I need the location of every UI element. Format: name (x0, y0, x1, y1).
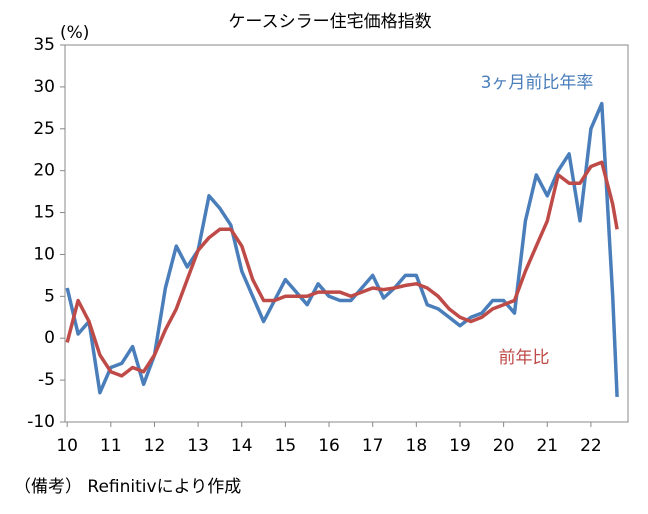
y-tick-label: 35 (33, 35, 55, 55)
y-tick-label: 15 (33, 203, 55, 223)
x-tick-label: 19 (449, 436, 471, 456)
x-tick-label: 14 (231, 436, 253, 456)
y-axis-label: (%) (60, 23, 89, 43)
x-tick-label: 12 (144, 436, 166, 456)
x-tick-label: 11 (100, 436, 122, 456)
x-tick-label: 15 (275, 436, 297, 456)
series-line (65, 101, 619, 397)
y-tick-label: -5 (38, 370, 55, 390)
x-tick-label: 22 (580, 436, 602, 456)
series-label: 3ヶ月前比年率 (481, 73, 594, 93)
note: （備考） Refinitivにより作成 (14, 477, 241, 497)
y-tick-label: -10 (27, 412, 55, 432)
y-tick-label: 10 (33, 244, 55, 264)
x-tick-label: 21 (536, 436, 558, 456)
x-tick-label: 17 (362, 436, 384, 456)
y-tick-label: 25 (33, 119, 55, 139)
y-tick-label: 20 (33, 161, 55, 181)
x-tick-label: 20 (493, 436, 515, 456)
x-tick-label: 10 (56, 436, 78, 456)
y-tick-label: 0 (44, 328, 55, 348)
y-tick-label: 30 (33, 77, 55, 97)
series-line (65, 160, 619, 378)
x-tick-label: 13 (187, 436, 209, 456)
y-tick-label: 5 (44, 286, 55, 306)
chart-title: ケースシラー住宅価格指数 (228, 12, 431, 32)
x-tick-label: 18 (406, 436, 428, 456)
x-tick-label: 16 (318, 436, 340, 456)
series-label: 前年比 (499, 348, 550, 368)
plot-frame (64, 44, 629, 423)
